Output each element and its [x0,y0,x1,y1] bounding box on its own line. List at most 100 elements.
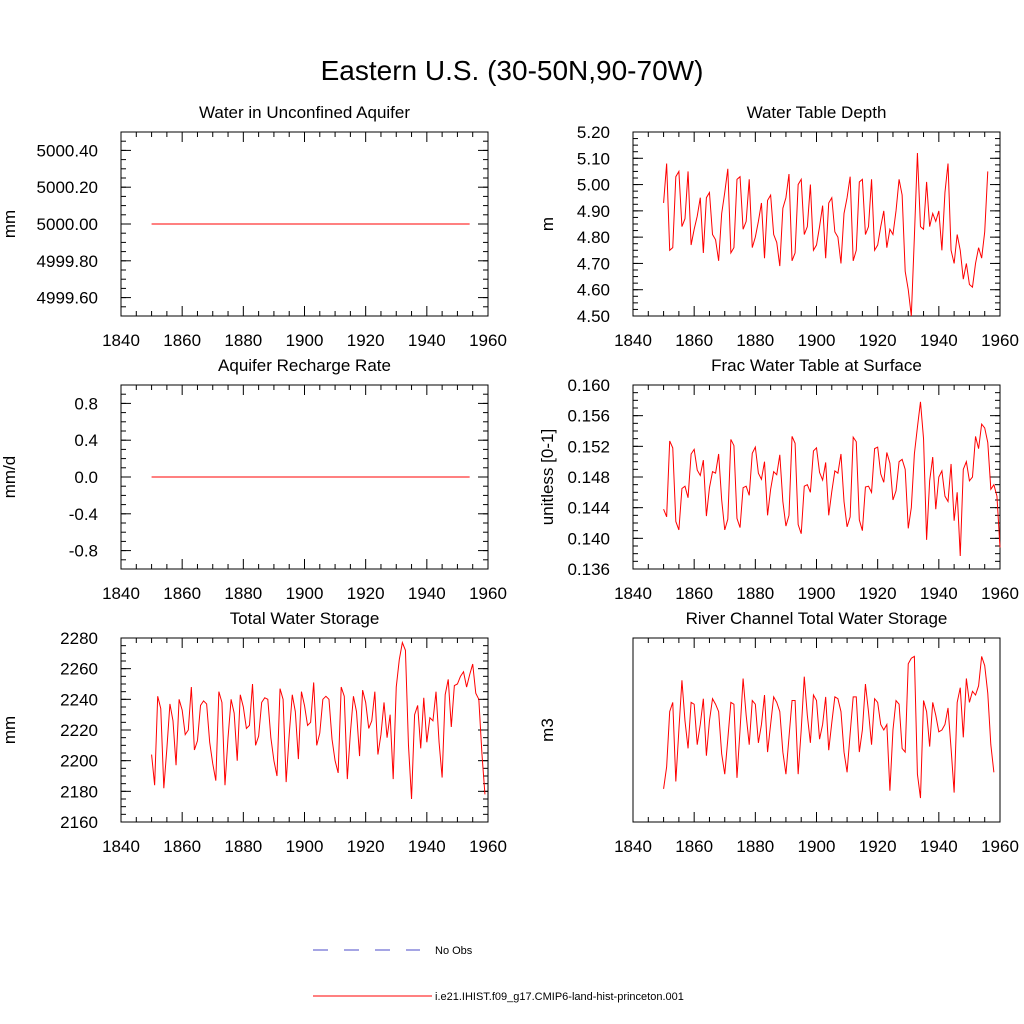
chart-panel-6: River Channel Total Water Storage m3 1840 1… [538,609,1019,856]
x-tick-label: 1860 [163,331,201,350]
x-tick-label: 1920 [859,331,897,350]
y-tick-label: 4.90 [577,202,610,221]
y-tick-label: 5000.20 [37,178,98,197]
y-tick-label: 5000.00 [37,215,98,234]
x-tick-label: 1960 [981,584,1019,603]
y-tick-label: 4.70 [577,254,610,273]
y-axis-label: mm [0,716,19,744]
series-line [663,153,989,317]
y-tick-label: 0.152 [567,437,610,456]
y-tick-label: 2220 [60,721,98,740]
y-tick-label: 0.156 [567,407,610,426]
y-tick-label: 5000.40 [37,141,98,160]
x-tick-label: 1840 [102,837,140,856]
x-tick-label: 1900 [286,837,324,856]
series-line [663,401,1001,556]
y-tick-label: 0.144 [567,499,610,518]
x-tick-label: 1940 [408,837,446,856]
y-axis-label: mm/d [0,456,19,499]
chart-title: Frac Water Table at Surface [711,356,922,375]
plot-frame [120,637,489,823]
series-line [151,640,486,800]
x-tick-label: 1940 [920,837,958,856]
y-tick-label: 2280 [60,629,98,648]
y-tick-label: 4.50 [577,307,610,326]
x-tick-label: 1840 [614,584,652,603]
plot-frame [632,131,1001,317]
y-tick-label: 5.10 [577,149,610,168]
y-axis-label: m [538,217,557,231]
x-tick-label: 1960 [981,331,1019,350]
x-tick-label: 1920 [347,331,385,350]
y-tick-label: 2160 [60,813,98,832]
y-tick-label: 4.80 [577,228,610,247]
y-tick-label: 5.00 [577,176,610,195]
x-tick-label: 1940 [408,584,446,603]
x-tick-label: 1940 [408,331,446,350]
x-tick-label: 1940 [920,584,958,603]
plot-frame [632,637,1001,823]
page-title: Eastern U.S. (30-50N,90-70W) [320,55,704,86]
x-tick-label: 1900 [286,584,324,603]
x-tick-label: 1960 [469,837,507,856]
chart-panel-1: Water in Unconfined Aquifer mm 1840 1860 188… [0,103,507,350]
chart-title: Water in Unconfined Aquifer [199,103,410,122]
legend-label: No Obs [435,945,473,957]
x-tick-label: 1920 [347,584,385,603]
series-line [663,655,995,799]
x-tick-label: 1920 [859,837,897,856]
y-tick-label: -0.4 [69,505,98,524]
x-tick-label: 1880 [736,584,774,603]
x-tick-label: 1900 [798,331,836,350]
chart-title: Aquifer Recharge Rate [218,356,391,375]
y-tick-label: -0.8 [69,542,98,561]
y-tick-label: 4.60 [577,281,610,300]
x-tick-label: 1860 [675,584,713,603]
chart-title: River Channel Total Water Storage [686,609,948,628]
chart-panel-5: Total Water Storage mm 1840 1860 1880 1900 192… [0,609,507,856]
x-tick-label: 1960 [981,837,1019,856]
x-tick-label: 1840 [102,331,140,350]
x-tick-label: 1880 [736,837,774,856]
x-tick-label: 1960 [469,584,507,603]
x-tick-label: 1880 [224,837,262,856]
x-tick-label: 1880 [736,331,774,350]
x-tick-label: 1940 [920,331,958,350]
y-tick-label: 0.136 [567,560,610,579]
x-tick-label: 1900 [286,331,324,350]
x-tick-label: 1840 [614,331,652,350]
y-tick-label: 4999.60 [37,289,98,308]
plot-frame [632,384,1001,570]
x-tick-label: 1840 [102,584,140,603]
y-tick-label: 2180 [60,782,98,801]
x-tick-label: 1960 [469,331,507,350]
x-tick-label: 1880 [224,584,262,603]
x-tick-label: 1920 [347,837,385,856]
x-tick-label: 1860 [163,584,201,603]
chart-title: Total Water Storage [230,609,380,628]
y-tick-label: 4999.80 [37,252,98,271]
y-tick-label: 0.0 [74,468,98,487]
chart-panel-4: Frac Water Table at Surface unitless [0-1… [538,356,1019,603]
chart-title: Water Table Depth [747,103,887,122]
x-tick-label: 1900 [798,837,836,856]
panels: Water in Unconfined Aquifer mm 1840 1860 188… [0,103,1019,856]
x-tick-label: 1860 [675,837,713,856]
y-tick-label: 2200 [60,752,98,771]
chart-panel-3: Aquifer Recharge Rate mm/d 1840 1860 1880 190… [0,356,507,603]
y-tick-label: 0.148 [567,468,610,487]
x-tick-label: 1880 [224,331,262,350]
y-tick-label: 0.160 [567,376,610,395]
y-axis-label: m3 [538,718,557,742]
x-tick-label: 1900 [798,584,836,603]
x-tick-label: 1860 [163,837,201,856]
y-tick-label: 0.8 [74,394,98,413]
x-tick-label: 1860 [675,331,713,350]
legend: No Obs i.e21.IHIST.f09_g17.CMIP6-land-his… [313,945,684,1003]
y-tick-label: 2260 [60,660,98,679]
y-tick-label: 5.20 [577,123,610,142]
legend-label: i.e21.IHIST.f09_g17.CMIP6-land-hist-prin… [435,991,684,1003]
y-tick-label: 0.4 [74,431,98,450]
x-tick-label: 1920 [859,584,897,603]
